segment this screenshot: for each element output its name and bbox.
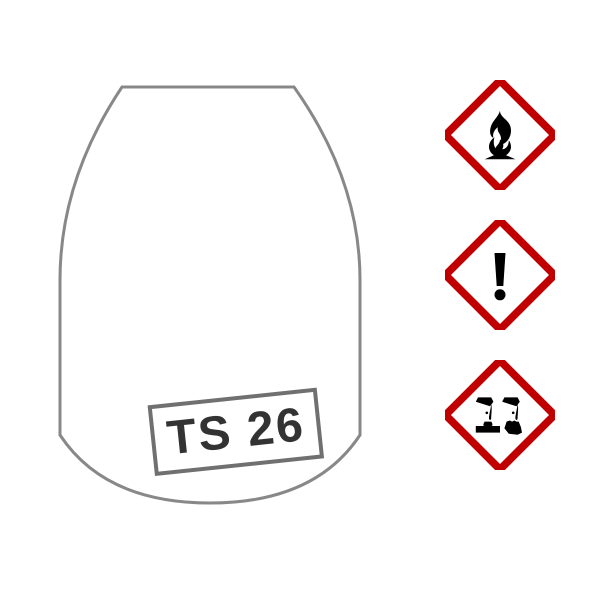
hazard-warning [445,220,555,330]
hazard-corrosive [445,360,555,470]
flame-icon [445,80,555,190]
hazard-pictogram-column [445,80,555,470]
hazard-flammable [445,80,555,190]
corrosion-icon [445,360,555,470]
exclamation-icon [445,220,555,330]
